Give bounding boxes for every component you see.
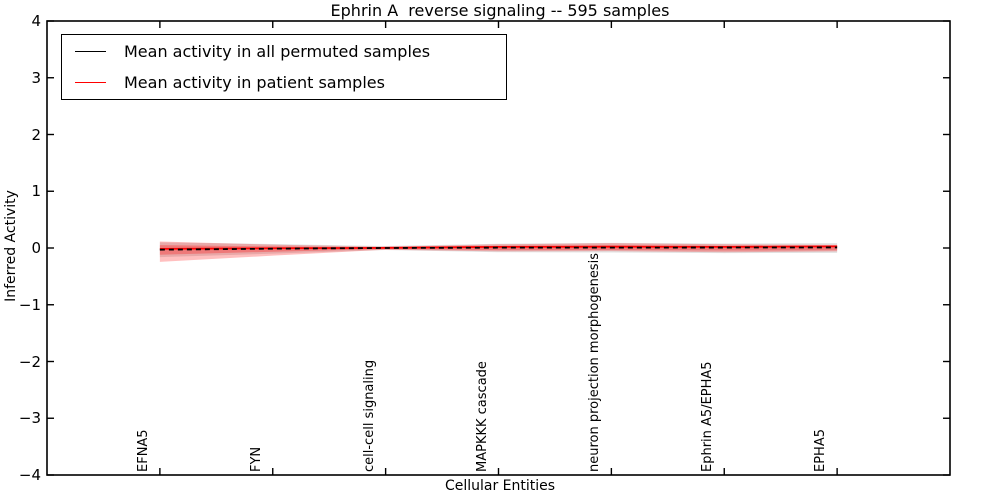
x-tick-label: EFNA5 — [135, 429, 151, 472]
y-tick-label: 4 — [31, 12, 41, 30]
x-tick-label: neuron projection morphogenesis — [587, 253, 603, 472]
x-tick-label: EPHA5 — [813, 429, 829, 472]
legend-item-label: Mean activity in all permuted samples — [124, 42, 431, 62]
y-tick-label: −1 — [18, 295, 41, 314]
legend-item: Mean activity in patient samples — [62, 68, 506, 96]
y-tick-label: 3 — [31, 68, 41, 87]
permuted-mean-line — [159, 246, 838, 251]
x-tick-label: cell-cell signaling — [361, 359, 377, 472]
y-tick-label: 0 — [31, 239, 41, 257]
patient-line-sample-icon — [75, 81, 106, 83]
legend: Mean activity in all permuted samples Me… — [61, 34, 507, 100]
chart-title: Ephrin A reverse signaling -- 595 sample… — [330, 1, 670, 20]
y-tick-label: −3 — [18, 409, 41, 428]
y-tick-label: −4 — [18, 466, 41, 484]
x-tick-label: MAPKKK cascade — [474, 361, 490, 472]
y-tick-label: 1 — [31, 182, 41, 201]
legend-item: Mean activity in all permuted samples — [62, 38, 506, 66]
permuted-line-sample-icon — [75, 51, 106, 53]
y-tick-label: 2 — [31, 125, 41, 144]
x-tick-label: FYN — [248, 446, 264, 472]
legend-item-label: Mean activity in patient samples — [124, 72, 385, 92]
y-tick-label: −2 — [18, 352, 41, 371]
x-tick-label: Ephrin A5/EPHA5 — [700, 361, 716, 472]
x-axis-label: Cellular Entities — [444, 478, 556, 494]
